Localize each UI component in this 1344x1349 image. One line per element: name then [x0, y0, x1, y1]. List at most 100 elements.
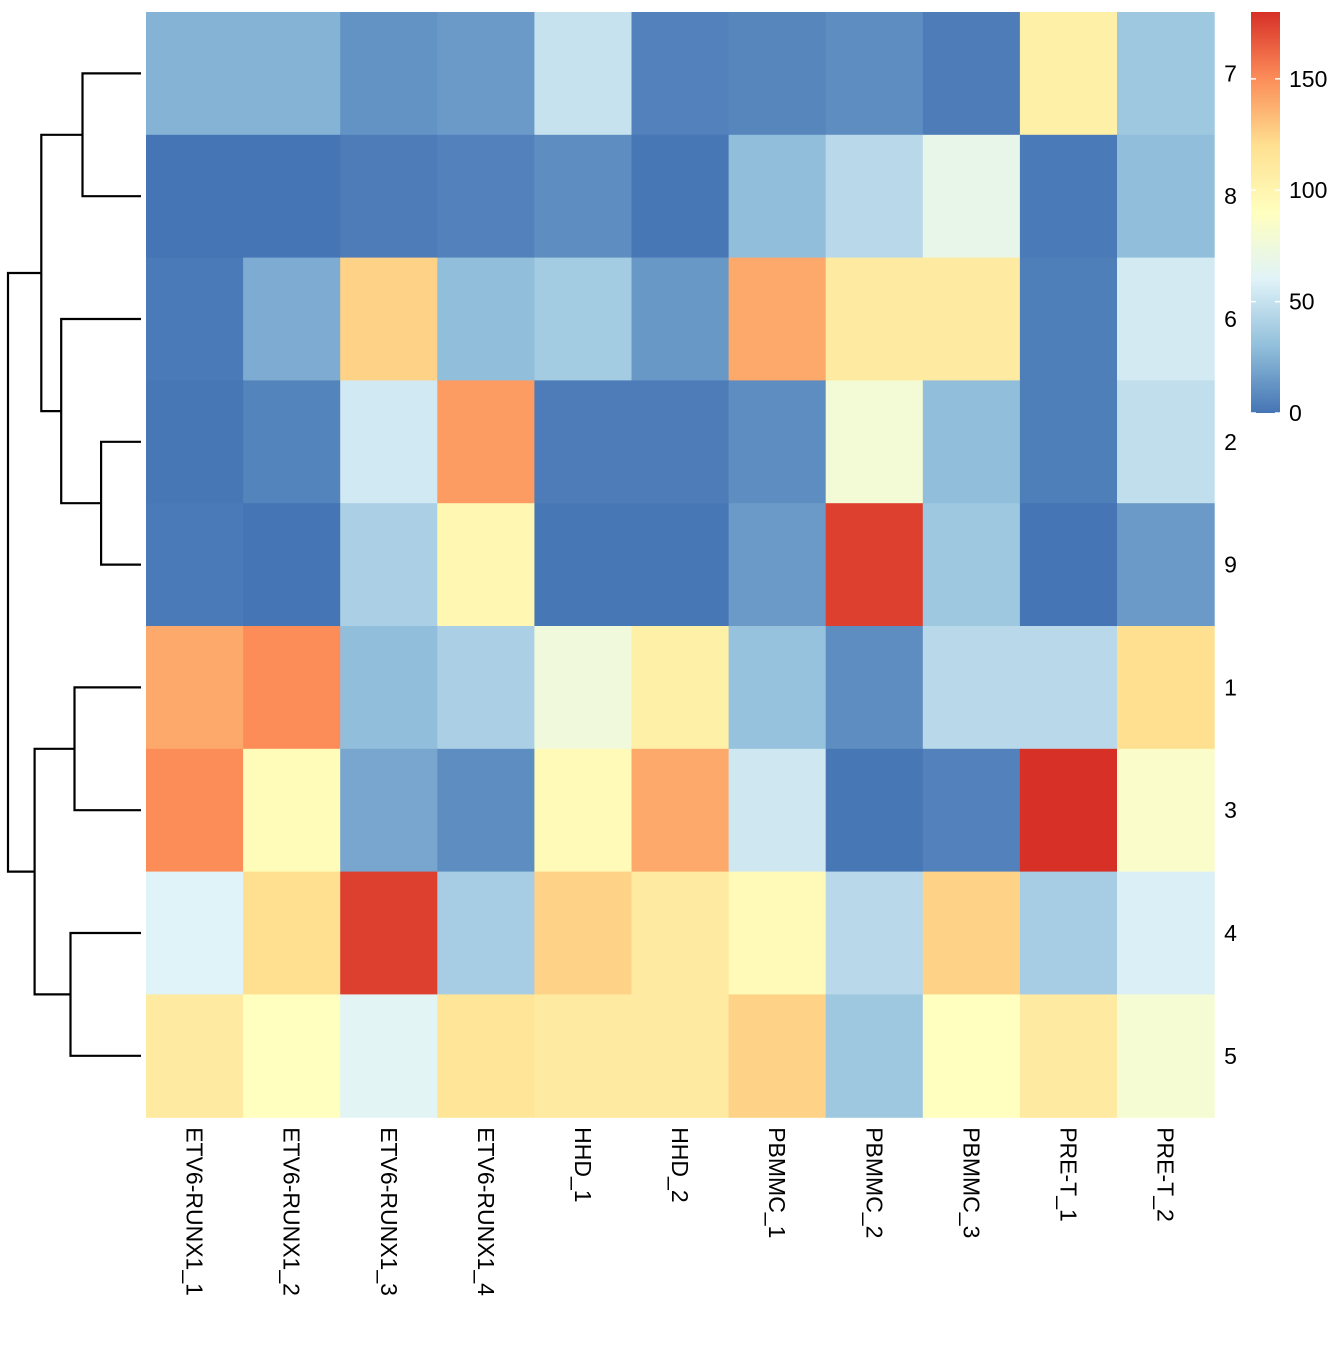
heatmap-cell: [243, 748, 341, 873]
heatmap-cell: [243, 12, 341, 136]
column-label: ETV6-RUNX1_4: [473, 1127, 499, 1296]
column-label: PRE-T_2: [1153, 1127, 1179, 1222]
heatmap-cell: [922, 12, 1021, 136]
column-label: HHD_1: [570, 1127, 596, 1202]
heatmap-cell: [534, 994, 633, 1118]
heatmap-cell: [340, 748, 438, 873]
dendrogram-branch: [100, 440, 141, 566]
heatmap-cell: [922, 134, 1021, 259]
heatmap-cell: [534, 380, 633, 504]
heatmap-cell: [825, 257, 924, 381]
heatmap-cell: [1019, 871, 1118, 995]
heatmap-cell: [243, 626, 341, 750]
heatmap-cell: [631, 871, 730, 995]
heatmap-cell: [922, 380, 1021, 504]
heatmap-cell: [728, 994, 827, 1118]
heatmap-cell: [728, 380, 827, 504]
heatmap-cell: [340, 626, 438, 750]
column-label: ETV6-RUNX1_2: [279, 1127, 305, 1296]
heatmap-cell: [437, 380, 535, 504]
dendrogram-branch: [33, 747, 75, 996]
heatmap-cell: [1117, 871, 1215, 995]
column-label: PBMMC_1: [764, 1127, 790, 1238]
color-legend: 0 50 100 150: [1251, 12, 1327, 426]
column-label: ETV6-RUNX1_1: [182, 1127, 208, 1296]
heatmap-cell: [1019, 994, 1118, 1118]
heatmap-cell: [146, 994, 244, 1118]
heatmap-cell: [340, 134, 438, 259]
column-label: ETV6-RUNX1_3: [376, 1127, 402, 1296]
row-label: 2: [1224, 429, 1237, 455]
heatmap-cell: [340, 994, 438, 1118]
heatmap-cell: [728, 134, 827, 259]
row-label: 9: [1224, 552, 1237, 578]
heatmap-cell: [631, 748, 730, 873]
heatmap-cell: [243, 871, 341, 995]
heatmap-cell: [146, 380, 244, 504]
heatmap-cell: [146, 134, 244, 259]
heatmap-cell: [1117, 994, 1215, 1118]
heatmap-cell: [631, 12, 730, 136]
heatmap-cell: [631, 503, 730, 627]
heatmap-cell: [437, 626, 535, 750]
heatmap-cell: [1019, 134, 1118, 259]
row-label: 1: [1224, 674, 1237, 700]
heatmap-cell: [340, 380, 438, 504]
heatmap-cell: [1019, 748, 1118, 873]
column-labels: ETV6-RUNX1_1 ETV6-RUNX1_2 ETV6-RUNX1_3 ETV6…: [182, 1127, 1179, 1296]
heatmap-cell: [146, 871, 244, 995]
heatmap-cell: [437, 994, 535, 1118]
row-label: 8: [1224, 183, 1237, 209]
column-label: HHD_2: [667, 1127, 693, 1202]
legend-tick-label: 0: [1289, 400, 1302, 426]
heatmap-cell: [243, 380, 341, 504]
heatmap-cell: [437, 748, 535, 873]
heatmap-cell: [437, 503, 535, 627]
heatmap-cell: [243, 257, 341, 381]
heatmap-cell: [1019, 626, 1118, 750]
heatmap-cell: [534, 626, 633, 750]
heatmap-cell: [437, 12, 535, 136]
heatmap-cell: [631, 380, 730, 504]
row-label: 6: [1224, 306, 1237, 332]
heatmap-cell: [1117, 748, 1215, 873]
heatmap-cell: [243, 994, 341, 1118]
heatmap-cell: [825, 871, 924, 995]
heatmap-cell: [922, 257, 1021, 381]
row-label: 7: [1224, 60, 1237, 86]
heatmap-cell: [922, 626, 1021, 750]
heatmap-cell: [922, 994, 1021, 1118]
heatmap-cell: [825, 626, 924, 750]
heatmap-cell: [146, 626, 244, 750]
heatmap-cell: [1117, 134, 1215, 259]
heatmap-cell: [728, 503, 827, 627]
row-labels: 7 8 6 2 9 1 3 4 5: [1224, 60, 1237, 1068]
legend-tick-label: 50: [1289, 289, 1315, 315]
heatmap-cell: [631, 134, 730, 259]
heatmap-cell: [825, 12, 924, 136]
heatmap-cell: [728, 12, 827, 136]
heatmap-cell: [825, 994, 924, 1118]
heatmap-cell: [146, 257, 244, 381]
row-dendrogram: [6, 72, 141, 1057]
heatmap-cell: [146, 503, 244, 627]
heatmap-cell: [243, 134, 341, 259]
heatmap-cell: [825, 503, 924, 627]
heatmap-cell: [437, 134, 535, 259]
heatmap-cell: [1117, 626, 1215, 750]
heatmap-cell: [1019, 503, 1118, 627]
heatmap-cell: [243, 503, 341, 627]
heatmap-cell: [1019, 257, 1118, 381]
heatmap-cell: [728, 871, 827, 995]
heatmap-cell: [534, 748, 633, 873]
dendrogram-branch: [81, 72, 141, 198]
row-label: 4: [1224, 920, 1237, 946]
heatmap-cell: [437, 871, 535, 995]
heatmap-cell: [1019, 380, 1118, 504]
heatmap-cell: [534, 12, 633, 136]
heatmap-cell: [1117, 12, 1215, 136]
dendrogram-branch: [73, 686, 141, 812]
dendrogram-branch: [6, 271, 42, 873]
